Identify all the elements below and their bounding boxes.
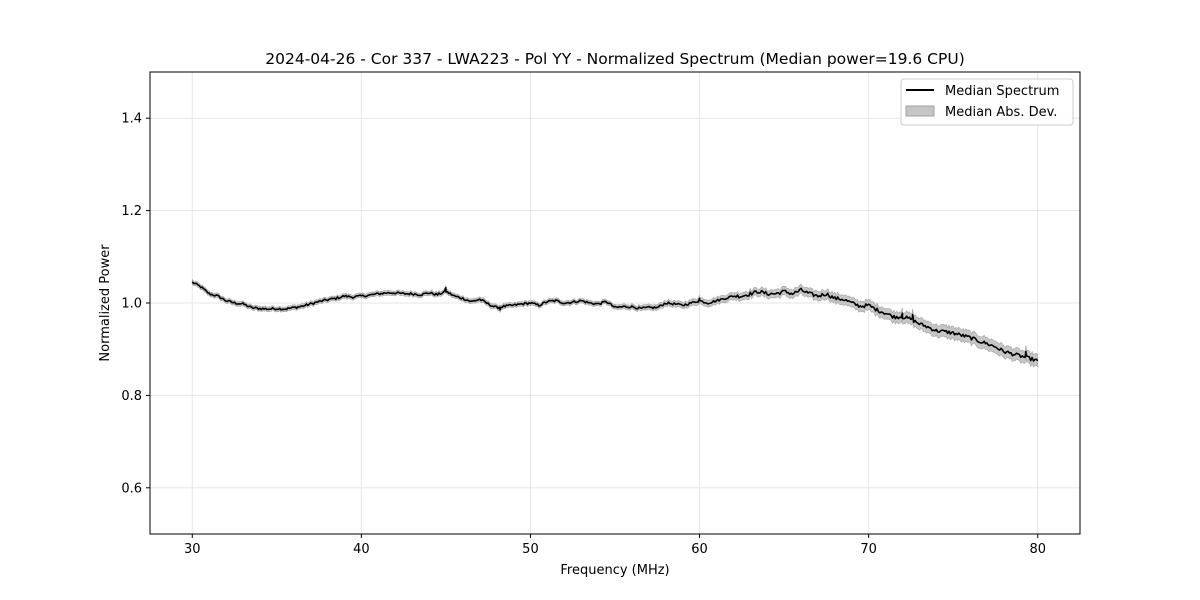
chart-title: 2024-04-26 - Cor 337 - LWA223 - Pol YY -…: [265, 50, 965, 68]
legend: Median Spectrum Median Abs. Dev.: [900, 78, 1074, 126]
legend-label-median-spectrum: Median Spectrum: [945, 84, 1059, 99]
y-tick-label: 0.8: [121, 389, 142, 404]
y-tick-label: 1.4: [121, 112, 142, 127]
legend-band-swatch: [905, 105, 935, 117]
x-tick-label: 30: [184, 542, 201, 557]
median-line-layer: [191, 281, 1039, 362]
legend-box: [900, 78, 1074, 126]
mad-band-layer: [191, 278, 1039, 368]
x-tick-label: 60: [691, 542, 708, 557]
x-axis-ticks: 30 40 50 60 70 80: [184, 534, 1046, 557]
x-axis-label: Frequency (MHz): [560, 563, 669, 578]
y-axis-ticks: 0.6 0.8 1.0 1.2 1.4: [121, 112, 150, 496]
median-abs-dev-band: [191, 278, 1039, 368]
grid-lines: [150, 72, 1080, 534]
x-tick-label: 40: [353, 542, 370, 557]
y-tick-label: 1.0: [121, 297, 142, 312]
median-spectrum-line: [191, 281, 1039, 362]
y-tick-label: 0.6: [121, 481, 142, 496]
y-axis-label: Normalized Power: [98, 244, 113, 362]
x-tick-label: 80: [1029, 542, 1046, 557]
x-tick-label: 50: [522, 542, 539, 557]
legend-label-median-abs-dev: Median Abs. Dev.: [945, 105, 1057, 120]
y-tick-label: 1.2: [121, 204, 142, 219]
x-tick-label: 70: [860, 542, 877, 557]
